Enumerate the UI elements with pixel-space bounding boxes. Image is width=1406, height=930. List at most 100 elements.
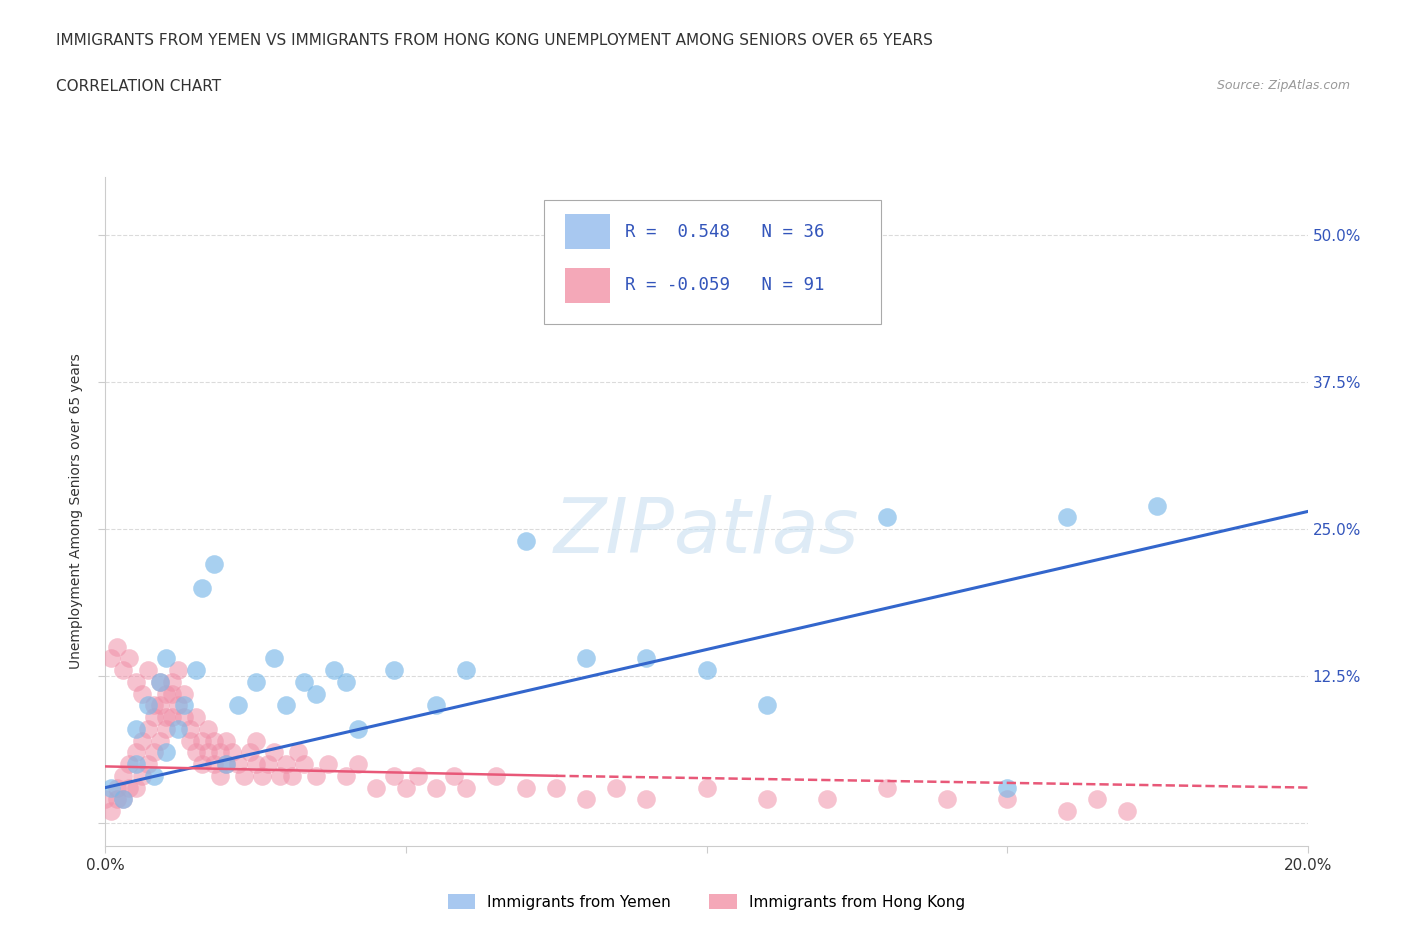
Point — [515, 534, 537, 549]
Point — [155, 745, 177, 760]
Point — [263, 745, 285, 760]
Point — [263, 651, 285, 666]
Point — [202, 757, 225, 772]
Point — [395, 780, 418, 795]
Point — [100, 780, 122, 795]
Point — [166, 722, 188, 737]
Point — [148, 733, 170, 748]
Point — [292, 674, 315, 689]
Point — [148, 698, 170, 712]
Point — [443, 768, 465, 783]
Point — [124, 674, 146, 689]
Point — [136, 663, 159, 678]
Point — [245, 674, 267, 689]
Point — [131, 686, 153, 701]
Point — [425, 698, 447, 712]
Text: IMMIGRANTS FROM YEMEN VS IMMIGRANTS FROM HONG KONG UNEMPLOYMENT AMONG SENIORS OV: IMMIGRANTS FROM YEMEN VS IMMIGRANTS FROM… — [56, 33, 934, 47]
Point — [305, 686, 328, 701]
Point — [214, 733, 236, 748]
Point — [184, 663, 207, 678]
Point — [382, 768, 405, 783]
Point — [936, 791, 959, 806]
Point — [1056, 510, 1078, 525]
Point — [173, 698, 195, 712]
Point — [100, 651, 122, 666]
Point — [184, 710, 207, 724]
Text: R =  0.548   N = 36: R = 0.548 N = 36 — [624, 222, 824, 241]
Point — [155, 710, 177, 724]
Point — [347, 757, 370, 772]
Point — [221, 745, 243, 760]
Point — [142, 745, 165, 760]
Point — [184, 745, 207, 760]
Point — [316, 757, 339, 772]
Point — [876, 780, 898, 795]
Point — [322, 663, 344, 678]
Point — [142, 698, 165, 712]
Point — [190, 580, 212, 595]
Point — [256, 757, 278, 772]
Point — [124, 780, 146, 795]
Point — [274, 698, 297, 712]
Point — [755, 698, 778, 712]
Point — [425, 780, 447, 795]
Point — [136, 698, 159, 712]
Bar — [565, 214, 610, 249]
Point — [292, 757, 315, 772]
Point — [347, 722, 370, 737]
Point — [364, 780, 387, 795]
Point — [131, 733, 153, 748]
Point — [281, 768, 304, 783]
Point — [232, 768, 254, 783]
Point — [190, 757, 212, 772]
Point — [335, 674, 357, 689]
Point — [118, 651, 141, 666]
Point — [160, 686, 183, 701]
Text: R = -0.059   N = 91: R = -0.059 N = 91 — [624, 276, 824, 294]
Point — [166, 663, 188, 678]
Point — [1056, 804, 1078, 818]
Point — [112, 663, 135, 678]
Point — [131, 768, 153, 783]
Point — [815, 791, 838, 806]
Point — [155, 722, 177, 737]
Bar — [565, 268, 610, 302]
Point — [197, 722, 219, 737]
Text: ZIPatlas: ZIPatlas — [554, 495, 859, 568]
Point — [636, 651, 658, 666]
Point — [124, 757, 146, 772]
Point — [575, 651, 598, 666]
Point — [995, 791, 1018, 806]
Point — [94, 791, 117, 806]
Point — [382, 663, 405, 678]
Point — [136, 722, 159, 737]
Point — [202, 557, 225, 572]
Point — [208, 745, 231, 760]
Point — [214, 757, 236, 772]
Point — [118, 757, 141, 772]
Point — [515, 780, 537, 795]
Point — [287, 745, 309, 760]
Point — [755, 791, 778, 806]
Point — [112, 768, 135, 783]
Point — [173, 710, 195, 724]
Point — [179, 722, 201, 737]
Point — [239, 745, 262, 760]
Point — [605, 780, 627, 795]
Point — [1116, 804, 1139, 818]
Point — [214, 757, 236, 772]
Point — [636, 791, 658, 806]
Point — [136, 757, 159, 772]
Point — [179, 733, 201, 748]
Point — [197, 745, 219, 760]
Point — [546, 780, 568, 795]
Y-axis label: Unemployment Among Seniors over 65 years: Unemployment Among Seniors over 65 years — [69, 353, 83, 670]
Point — [245, 757, 267, 772]
Text: Source: ZipAtlas.com: Source: ZipAtlas.com — [1216, 79, 1350, 92]
Point — [166, 698, 188, 712]
Point — [160, 674, 183, 689]
Point — [269, 768, 291, 783]
Point — [696, 780, 718, 795]
Point — [995, 780, 1018, 795]
Point — [1085, 791, 1108, 806]
